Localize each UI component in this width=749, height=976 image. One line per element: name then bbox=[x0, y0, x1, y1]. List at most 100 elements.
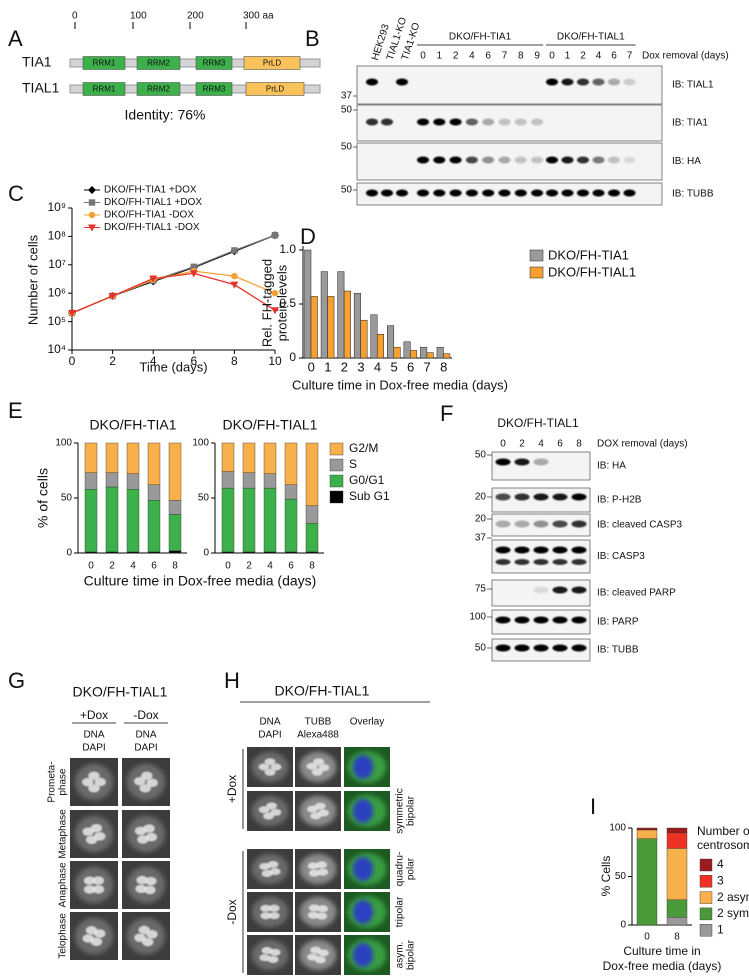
y-tick-label: 10⁷ bbox=[48, 257, 66, 271]
x-tick-label: 8 bbox=[172, 561, 178, 572]
bar-segment bbox=[305, 505, 319, 524]
x-tick-label: 0 bbox=[644, 932, 650, 943]
mw-marker: 20 bbox=[475, 492, 487, 503]
chromatin bbox=[306, 805, 318, 813]
mw-marker: 50 bbox=[341, 142, 353, 153]
chromatin bbox=[264, 768, 276, 776]
blot-label: IB: TIA1 bbox=[672, 118, 708, 129]
lane-number: 0 bbox=[549, 51, 555, 62]
bar bbox=[370, 314, 378, 359]
band bbox=[552, 644, 568, 652]
legend-swatch bbox=[699, 875, 713, 888]
chromatin bbox=[310, 812, 322, 820]
cell-glow bbox=[251, 795, 289, 827]
chromatin bbox=[145, 876, 157, 886]
x-tick-label: 2 bbox=[109, 354, 116, 368]
chromatin bbox=[83, 876, 96, 885]
legend-swatch bbox=[699, 907, 713, 921]
band bbox=[498, 118, 511, 126]
blot-label: IB: CASP3 bbox=[597, 551, 645, 562]
bar bbox=[343, 290, 351, 359]
chromatin bbox=[266, 802, 278, 810]
lane-number: 7 bbox=[627, 51, 633, 62]
band bbox=[533, 493, 549, 501]
bar bbox=[337, 271, 345, 359]
bar-segment bbox=[284, 484, 298, 500]
band bbox=[592, 189, 605, 197]
cell-glow bbox=[299, 896, 337, 928]
band bbox=[465, 156, 478, 164]
domain-name: RRM2 bbox=[147, 85, 170, 94]
band bbox=[495, 493, 511, 501]
band bbox=[417, 118, 429, 126]
dna bbox=[352, 755, 374, 779]
band bbox=[561, 78, 574, 86]
cell-glow bbox=[126, 815, 166, 853]
subplot-title: DKO/FH-TIA1 bbox=[89, 417, 176, 433]
band bbox=[592, 156, 605, 164]
band bbox=[449, 118, 462, 126]
bar bbox=[436, 346, 444, 359]
chromatin bbox=[139, 783, 151, 793]
bar-segment bbox=[666, 848, 688, 900]
band bbox=[552, 559, 568, 565]
bar-segment bbox=[242, 442, 256, 473]
chromatin bbox=[270, 763, 282, 771]
domain-name: RRM2 bbox=[147, 59, 170, 68]
x-axis-label: Culture time in bbox=[623, 944, 700, 958]
column-header: Overlay bbox=[350, 717, 384, 728]
chromatin bbox=[269, 948, 281, 956]
band bbox=[449, 156, 462, 164]
band bbox=[381, 118, 393, 126]
legend-label: S bbox=[349, 457, 357, 471]
bar-segment bbox=[636, 829, 658, 839]
bar bbox=[320, 271, 328, 359]
legend-swatch bbox=[329, 490, 344, 504]
blot-label: IB: TUBB bbox=[672, 189, 714, 200]
legend-label: DKO/FH-TIAL1 -DOX bbox=[104, 222, 200, 233]
cell-glow bbox=[126, 917, 166, 955]
dna bbox=[352, 943, 374, 967]
row-label: asym. bbox=[395, 942, 406, 969]
cell-glow bbox=[299, 795, 337, 827]
band bbox=[396, 78, 408, 86]
lane-number: 6 bbox=[485, 51, 491, 62]
chromatin bbox=[143, 824, 155, 833]
chromatin bbox=[82, 777, 94, 787]
cell-glow bbox=[251, 939, 289, 971]
band bbox=[465, 189, 478, 197]
band bbox=[433, 118, 446, 126]
x-tick-label: 6 bbox=[288, 561, 294, 572]
domain bbox=[195, 82, 233, 96]
band bbox=[571, 616, 587, 624]
row-label: quadru- bbox=[395, 852, 406, 886]
protein-backbone bbox=[69, 84, 321, 94]
mw-marker: 100 bbox=[469, 612, 486, 623]
row-label: tripolar bbox=[395, 896, 406, 927]
band bbox=[381, 189, 393, 197]
bar-segment bbox=[168, 550, 182, 554]
legend-label: 1 bbox=[717, 922, 724, 936]
x-tick-label: 8 bbox=[231, 354, 238, 368]
band bbox=[514, 189, 527, 197]
band bbox=[495, 458, 511, 466]
x-axis-label: Dox-free media (days) bbox=[603, 959, 722, 973]
protein-name: TIA1 bbox=[22, 54, 52, 70]
bar-segment bbox=[168, 442, 182, 501]
chromatin bbox=[308, 869, 320, 877]
band bbox=[495, 644, 511, 652]
x-tick-label: 6 bbox=[190, 354, 197, 368]
chromatin bbox=[90, 937, 103, 947]
legend-title: Number of bbox=[697, 824, 749, 838]
chromatin bbox=[311, 768, 323, 776]
band bbox=[623, 156, 636, 164]
band bbox=[531, 156, 544, 164]
band bbox=[533, 458, 549, 466]
x-tick-label: 0 bbox=[69, 354, 76, 368]
band bbox=[449, 189, 462, 197]
legend-swatch bbox=[329, 442, 344, 456]
stain: DNA bbox=[135, 730, 156, 741]
legend-label: 2 symmetric bbox=[717, 906, 749, 920]
band bbox=[514, 118, 527, 126]
band bbox=[608, 78, 620, 86]
